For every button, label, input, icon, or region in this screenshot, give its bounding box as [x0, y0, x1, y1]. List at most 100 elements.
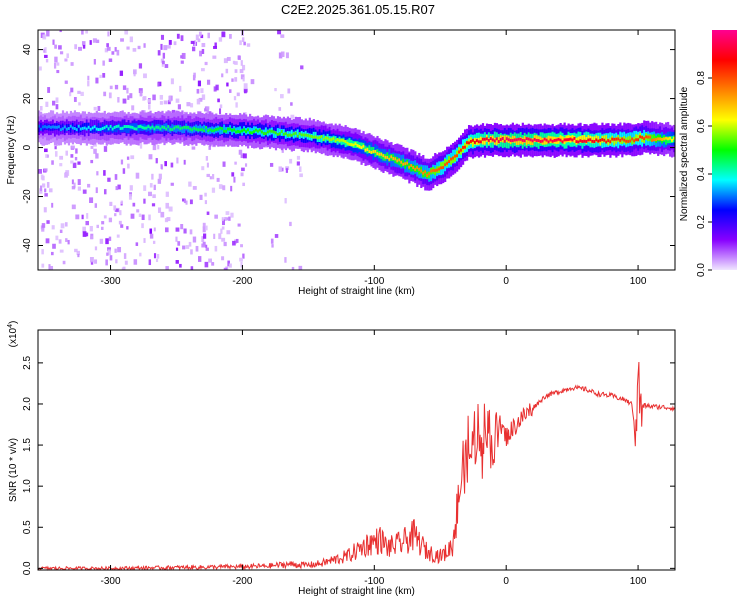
- spectrogram-ridge-cell: [199, 124, 202, 132]
- spectrogram-noise-cell: [51, 202, 54, 208]
- spectrogram-noise-cell: [197, 38, 201, 43]
- spectrogram-ridge-cell: [284, 132, 288, 136]
- spectrogram-ridge-cell: [388, 157, 391, 161]
- spectrogram-ridge-cell: [43, 125, 47, 129]
- spectrogram-ridge-cell: [535, 135, 538, 143]
- spectrogram-ridge-cell: [117, 124, 120, 128]
- spectrogram-noise-cell: [95, 187, 98, 194]
- spectrogram-noise-cell: [164, 218, 169, 223]
- spectrogram-ridge-cell: [398, 158, 401, 162]
- spectrogram-noise-cell: [103, 146, 108, 152]
- spectrogram-ridge-cell: [328, 138, 331, 142]
- spectrogram-noise-cell: [165, 202, 170, 209]
- spectrogram-ridge-cell: [197, 128, 200, 132]
- spectrogram-noise-cell: [165, 227, 169, 233]
- spectrogram-ridge-cell: [463, 145, 467, 149]
- spectrogram-noise-cell: [206, 211, 210, 215]
- spectrogram-noise-cell: [285, 168, 288, 173]
- snr-y-scale-prefix: (x10: [8, 327, 19, 347]
- spectrogram-noise-cell: [137, 45, 141, 50]
- snr-y-tick-label: 0.0: [22, 561, 33, 575]
- spectrogram-noise-cell: [162, 60, 165, 65]
- spectrogram-noise-cell: [274, 234, 279, 238]
- spectrogram-ridge-cell: [597, 139, 600, 143]
- spectrogram-noise-cell: [160, 164, 163, 169]
- spectrogram-noise-cell: [234, 69, 238, 73]
- spectrogram-ridge-cell: [276, 128, 280, 135]
- spectrogram-ridge-cell: [131, 125, 134, 129]
- colorbar-tick-label: 0.6: [696, 119, 707, 133]
- spectrogram-noise-cell: [250, 79, 255, 85]
- spectrogram-ridge-cell: [627, 139, 630, 143]
- spectrogram-noise-cell: [296, 155, 301, 160]
- spectrogram-noise-cell: [246, 43, 251, 47]
- spectrogram-noise-cell: [102, 60, 105, 66]
- spectrogram-noise-cell: [234, 161, 237, 165]
- spectrogram-noise-cell: [160, 34, 165, 40]
- spectrogram-ridge-cell: [336, 137, 339, 145]
- spectrogram-noise-cell: [76, 250, 80, 255]
- spectrogram-noise-cell: [55, 235, 59, 241]
- spectrogram-ridge-cell: [237, 129, 240, 133]
- spectrogram-y-tick-label: 20: [22, 93, 33, 105]
- spectrogram-ridge-cell: [581, 135, 584, 143]
- spectrogram-ridge-cell: [151, 125, 154, 129]
- spectrogram-noise-cell: [103, 91, 107, 97]
- spectrogram-noise-cell: [94, 259, 98, 264]
- spectrogram-noise-cell: [45, 59, 49, 63]
- spectrogram-ridge-cell: [420, 169, 423, 173]
- spectrogram-noise-cell: [109, 85, 113, 90]
- spectrogram-noise-cell: [201, 243, 206, 248]
- spectrogram-ridge-cell: [511, 139, 514, 142]
- spectrogram-noise-cell: [89, 40, 92, 45]
- spectrogram-noise-cell: [77, 161, 81, 165]
- spectrogram-noise-cell: [218, 184, 223, 189]
- spectrogram-noise-cell: [228, 263, 232, 268]
- spectrogram-ridge-cell: [454, 154, 457, 162]
- spectrogram-ridge-cell: [581, 139, 584, 143]
- spectrogram-ridge-cell: [481, 137, 485, 145]
- spectrogram-ridge-cell: [555, 138, 558, 142]
- spectrogram-ridge-cell: [348, 137, 351, 145]
- spectrogram-ridge-cell: [127, 126, 130, 134]
- spectrogram-ridge-cell: [181, 126, 184, 134]
- spectrogram-ridge-cell: [565, 138, 568, 142]
- spectrogram-noise-cell: [164, 161, 168, 167]
- spectrogram-noise-cell: [235, 238, 239, 243]
- spectrogram-ridge-cell: [205, 126, 208, 134]
- spectrogram-noise-cell: [130, 213, 135, 219]
- spectrogram-ridge-cell: [519, 137, 522, 141]
- spectrogram-noise-cell: [181, 52, 186, 59]
- spectrogram-ridge-cell: [145, 126, 148, 130]
- snr-x-tick-label: -100: [364, 576, 384, 587]
- spectrogram-ridge-cell: [583, 139, 586, 143]
- spectrogram-ridge-cell: [436, 168, 439, 172]
- spectrogram-noise-cell: [221, 256, 225, 261]
- spectrogram-ridge-cell: [95, 127, 98, 131]
- spectrogram-noise-cell: [42, 34, 47, 40]
- spectrogram-ridge-cell: [93, 125, 96, 129]
- spectrogram-frame: [37, 29, 676, 271]
- snr-x-tick-label: -200: [232, 576, 252, 587]
- spectrogram-ridge-cell: [340, 138, 343, 146]
- spectrogram-noise-cell: [218, 37, 223, 42]
- spectrogram-noise-cell: [41, 226, 45, 230]
- spectrogram-noise-cell: [148, 191, 152, 197]
- spectrogram-ridge-cell: [483, 137, 487, 145]
- spectrogram-noise-cell: [86, 232, 89, 237]
- spectrogram-noise-cell: [114, 248, 117, 253]
- spectrogram-noise-cell: [120, 38, 124, 42]
- spectrogram-noise-cell: [59, 229, 63, 234]
- spectrogram-ridge-cell: [105, 124, 108, 128]
- spectrogram-noise-cell: [54, 44, 57, 49]
- spectrogram-noise-cell: [78, 46, 82, 51]
- spectrogram-y-tick-label: 40: [22, 44, 33, 56]
- spectrogram-ridge-cell: [629, 139, 632, 143]
- spectrogram-ridge-cell: [462, 146, 465, 150]
- spectrogram-ridge-cell: [318, 136, 321, 140]
- spectrogram-ridge-cell: [382, 154, 385, 158]
- spectrogram-noise-cell: [278, 107, 282, 111]
- snr-x-tick-label: -300: [101, 576, 121, 587]
- spectrogram-noise-cell: [114, 208, 119, 212]
- spectrogram-ridge-cell: [629, 135, 632, 143]
